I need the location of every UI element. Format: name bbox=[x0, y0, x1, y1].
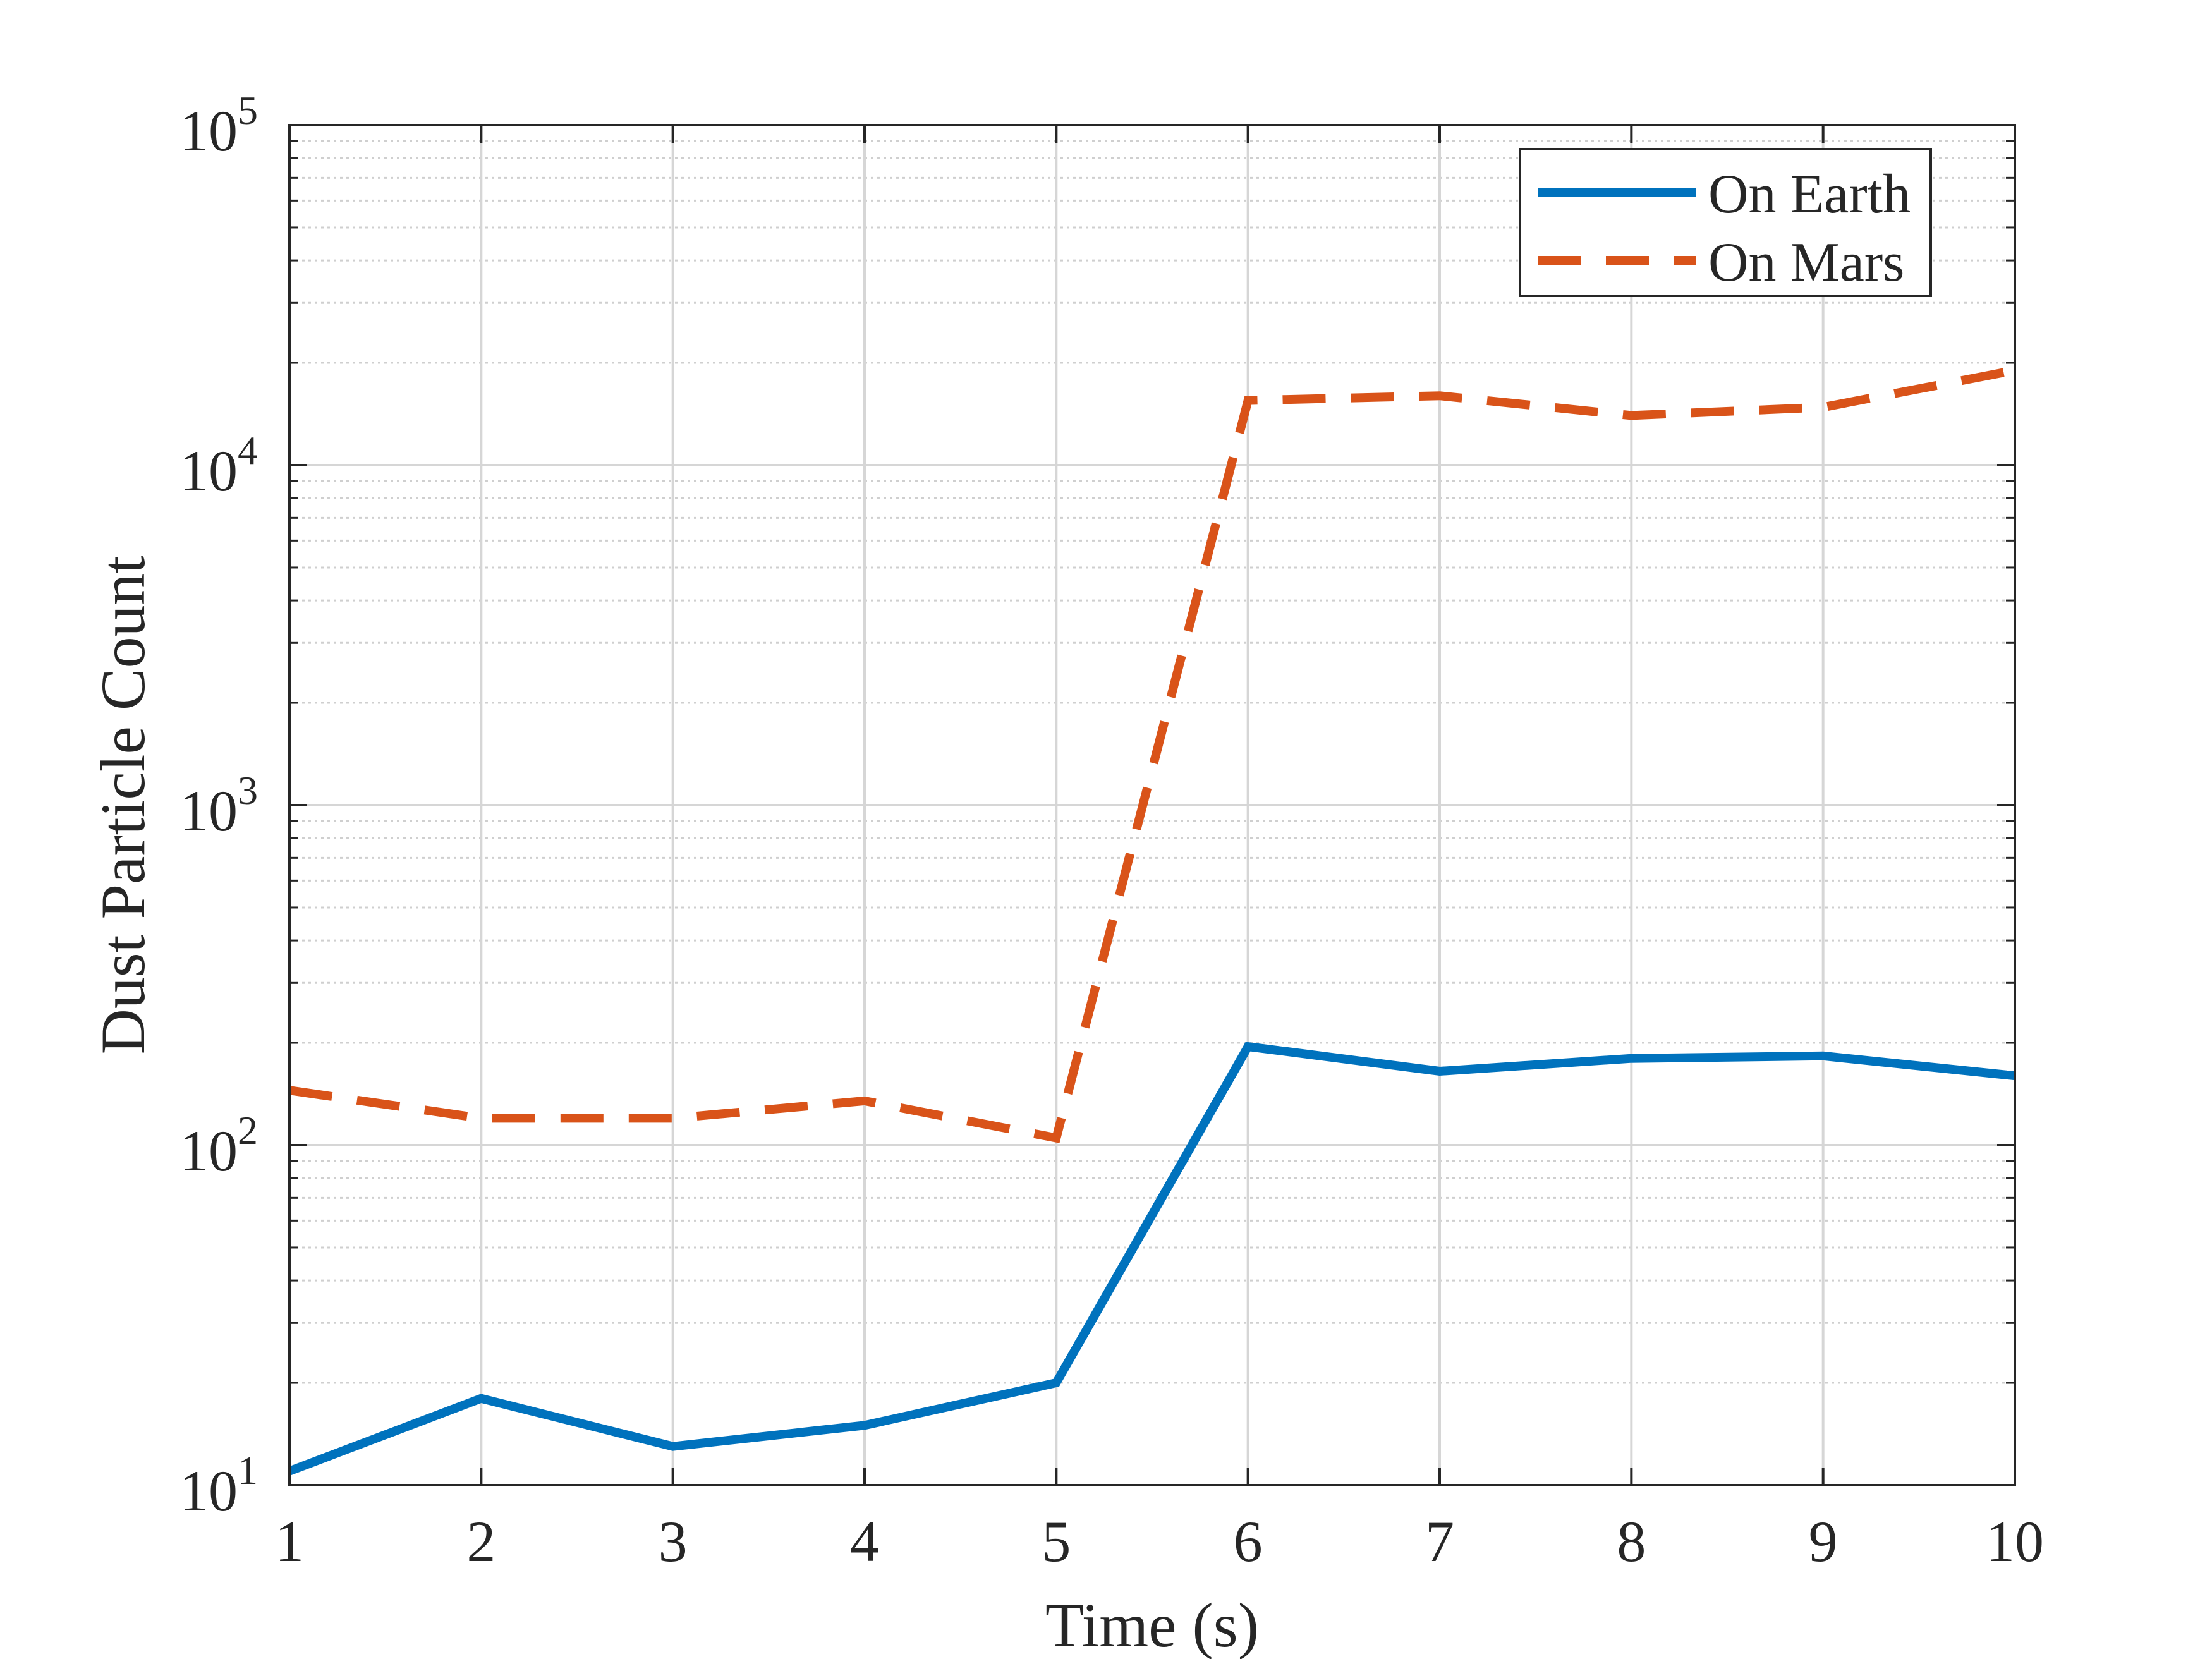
y-tick-exponent: 2 bbox=[238, 1108, 258, 1153]
x-axis-label: Time (s) bbox=[1045, 1590, 1259, 1659]
y-tick-base: 10 bbox=[179, 1119, 238, 1183]
legend-box bbox=[1519, 148, 1932, 297]
y-tick-exponent: 5 bbox=[238, 88, 258, 133]
legend-label: On Mars bbox=[1708, 232, 1904, 293]
x-tick-label: 4 bbox=[850, 1509, 879, 1574]
y-tick-base: 10 bbox=[179, 779, 238, 843]
y-tick-base: 10 bbox=[179, 99, 238, 163]
x-tick-label: 7 bbox=[1425, 1509, 1454, 1574]
y-tick-exponent: 3 bbox=[238, 768, 258, 813]
x-tick-label: 6 bbox=[1234, 1509, 1263, 1574]
x-tick-label: 1 bbox=[275, 1509, 304, 1574]
y-tick-label: 104 bbox=[179, 428, 258, 503]
y-tick-base: 10 bbox=[179, 439, 238, 503]
y-tick-label: 102 bbox=[179, 1108, 258, 1183]
x-tick-label: 10 bbox=[1986, 1509, 2044, 1574]
series-line-on-mars bbox=[288, 366, 2016, 1143]
y-tick-label: 105 bbox=[179, 88, 258, 163]
x-tick-label: 5 bbox=[1042, 1509, 1071, 1574]
series-line-on-earth bbox=[288, 1042, 2015, 1476]
y-tick-exponent: 4 bbox=[238, 428, 258, 473]
x-tick-label: 9 bbox=[1809, 1509, 1838, 1574]
legend: On Earth On Mars bbox=[1519, 148, 1932, 297]
series-lines bbox=[288, 366, 2016, 1476]
x-tick-labels: 1 2 3 4 5 6 7 8 9 10 bbox=[275, 1509, 2044, 1574]
y-tick-exponent: 1 bbox=[238, 1448, 258, 1493]
legend-label: On Earth bbox=[1708, 164, 1911, 225]
y-tick-base: 10 bbox=[179, 1459, 238, 1523]
y-tick-label: 101 bbox=[179, 1448, 258, 1523]
x-tick-label: 3 bbox=[659, 1509, 688, 1574]
y-axis-label: Dust Particle Count bbox=[88, 556, 158, 1054]
y-tick-label: 103 bbox=[179, 768, 258, 843]
x-tick-label: 8 bbox=[1617, 1509, 1646, 1574]
axis-ticks bbox=[288, 124, 2016, 1486]
x-tick-label: 2 bbox=[466, 1509, 495, 1574]
